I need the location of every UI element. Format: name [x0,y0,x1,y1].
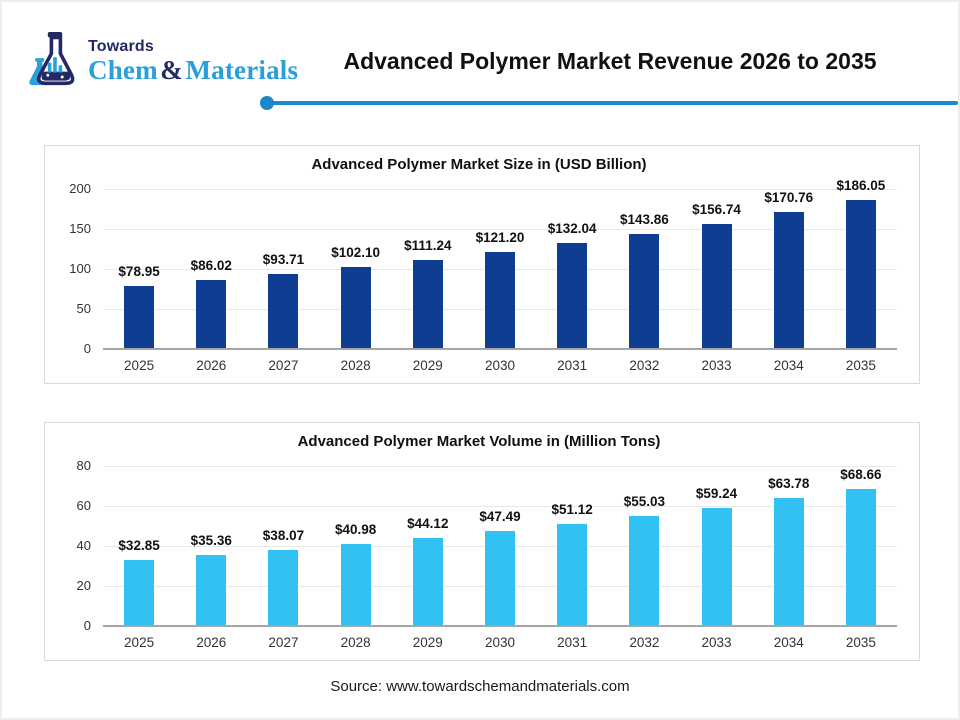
y-axis-tick-label: 100 [69,261,91,276]
chart-panel-market-volume: Advanced Polymer Market Volume in (Milli… [44,422,920,661]
y-axis-tick-label: 20 [76,578,91,593]
bar-value-label: $170.76 [764,190,814,206]
bar-value-label: $55.03 [623,493,665,509]
x-axis-category-label: 2028 [340,358,371,373]
x-axis-category-label: 2034 [773,358,804,373]
bar-value-label: $132.04 [547,221,597,237]
bar [629,233,660,348]
x-axis-category-label: 2025 [124,358,155,373]
gridline [103,229,897,230]
bar [701,223,732,348]
bar-value-label: $102.10 [331,245,381,261]
y-axis-tick-label: 50 [76,301,91,316]
brand-logo: Towards Chem & Materials [28,30,298,93]
bar-value-label: $111.24 [404,238,452,253]
x-axis-category-label: 2032 [629,358,660,373]
bar [773,498,804,625]
x-axis-line [103,625,897,627]
gridline [103,189,897,190]
bar [412,537,443,625]
brand-chem-materials: Chem & Materials [88,54,299,85]
x-axis-category-label: 2026 [196,358,227,373]
y-axis-tick-label: 200 [69,181,91,196]
x-axis-category-label: 2031 [557,358,588,373]
bar-value-label: $40.98 [334,522,377,538]
brand-towards: Towards [88,37,155,55]
bar [557,523,588,625]
bar-value-label: $38.07 [262,527,305,543]
bar-value-label: $143.86 [619,211,669,227]
x-axis-category-label: 2028 [340,635,371,650]
x-axis-line [103,348,897,350]
bar [845,488,876,625]
bar-value-label: $93.71 [262,252,305,268]
bar [124,560,155,625]
bar [124,285,155,348]
y-axis-tick-label: 150 [69,221,91,236]
x-axis-category-label: 2027 [268,358,299,373]
bar [701,507,732,625]
bar-value-label: $63.78 [768,476,810,492]
bar-value-label: $44.12 [407,515,449,531]
x-axis-category-label: 2029 [412,358,443,373]
bar [268,274,299,348]
y-axis-tick-label: 0 [83,341,91,356]
x-axis-category-label: 2030 [484,358,516,373]
gridline [103,466,897,467]
bar [268,549,299,625]
brand-name: Towards Chem & Materials [88,37,299,85]
gridline [103,506,897,507]
bar [485,252,515,348]
x-axis-category-label: 2029 [412,635,443,650]
bar-value-label: $68.66 [840,466,882,482]
x-axis-category-label: 2034 [773,635,804,650]
bar-value-label: $186.05 [836,178,886,194]
bar-value-label: $121.20 [475,230,525,246]
bar [629,515,660,625]
title-divider [268,101,958,105]
chart-title: Advanced Polymer Market Size in (USD Bil… [311,156,647,173]
bar-value-label: $78.95 [118,263,160,279]
y-axis-tick-label: 0 [83,618,91,633]
bar [412,260,443,348]
bar [485,531,515,625]
x-axis-category-label: 2035 [845,358,876,373]
bar-value-label: $86.02 [190,258,232,274]
bar-value-label: $35.36 [190,533,232,549]
bar-value-label: $156.74 [692,201,741,217]
bar-value-label: $59.24 [695,485,738,501]
chart-title: Advanced Polymer Market Volume in (Milli… [297,433,661,450]
bar [340,544,371,625]
x-axis-category-label: 2033 [701,635,732,650]
flask-icon [28,30,82,93]
bar-value-label: $47.49 [479,509,521,525]
x-axis-category-label: 2035 [845,635,876,650]
x-axis-category-label: 2027 [268,635,299,650]
bar [773,212,804,348]
bar [196,555,227,625]
x-axis-category-label: 2033 [701,358,732,373]
bar [845,200,876,348]
x-axis-category-label: 2025 [124,635,155,650]
y-axis-tick-label: 80 [76,458,91,473]
x-axis-category-label: 2031 [557,635,588,650]
divider-dot [260,96,274,110]
x-axis-category-label: 2026 [196,635,227,650]
source-text: Source: www.towardschemandmaterials.com [330,678,630,695]
bar-chart-market-volume: 0 20 40 60 80 $32.85 2025 $35.36 2026 $38.07 2027 $… [55,458,903,666]
x-axis-category-label: 2032 [629,635,660,650]
x-axis-category-label: 2030 [484,635,516,650]
bar-value-label: $32.85 [118,538,160,554]
y-axis-tick-label: 60 [76,498,91,513]
chart-panel-market-size: Advanced Polymer Market Size in (USD Bil… [44,145,920,384]
page-title: Advanced Polymer Market Revenue 2026 to … [343,48,877,74]
y-axis-tick-label: 40 [76,538,91,553]
bar [196,280,227,348]
bar [557,243,588,348]
bar [340,267,371,348]
bar-chart-market-size: 0 50 100 150 200 $78.95 2025 $86.02 2026 $93.71 20… [55,178,903,389]
bar-value-label: $51.12 [551,501,593,517]
